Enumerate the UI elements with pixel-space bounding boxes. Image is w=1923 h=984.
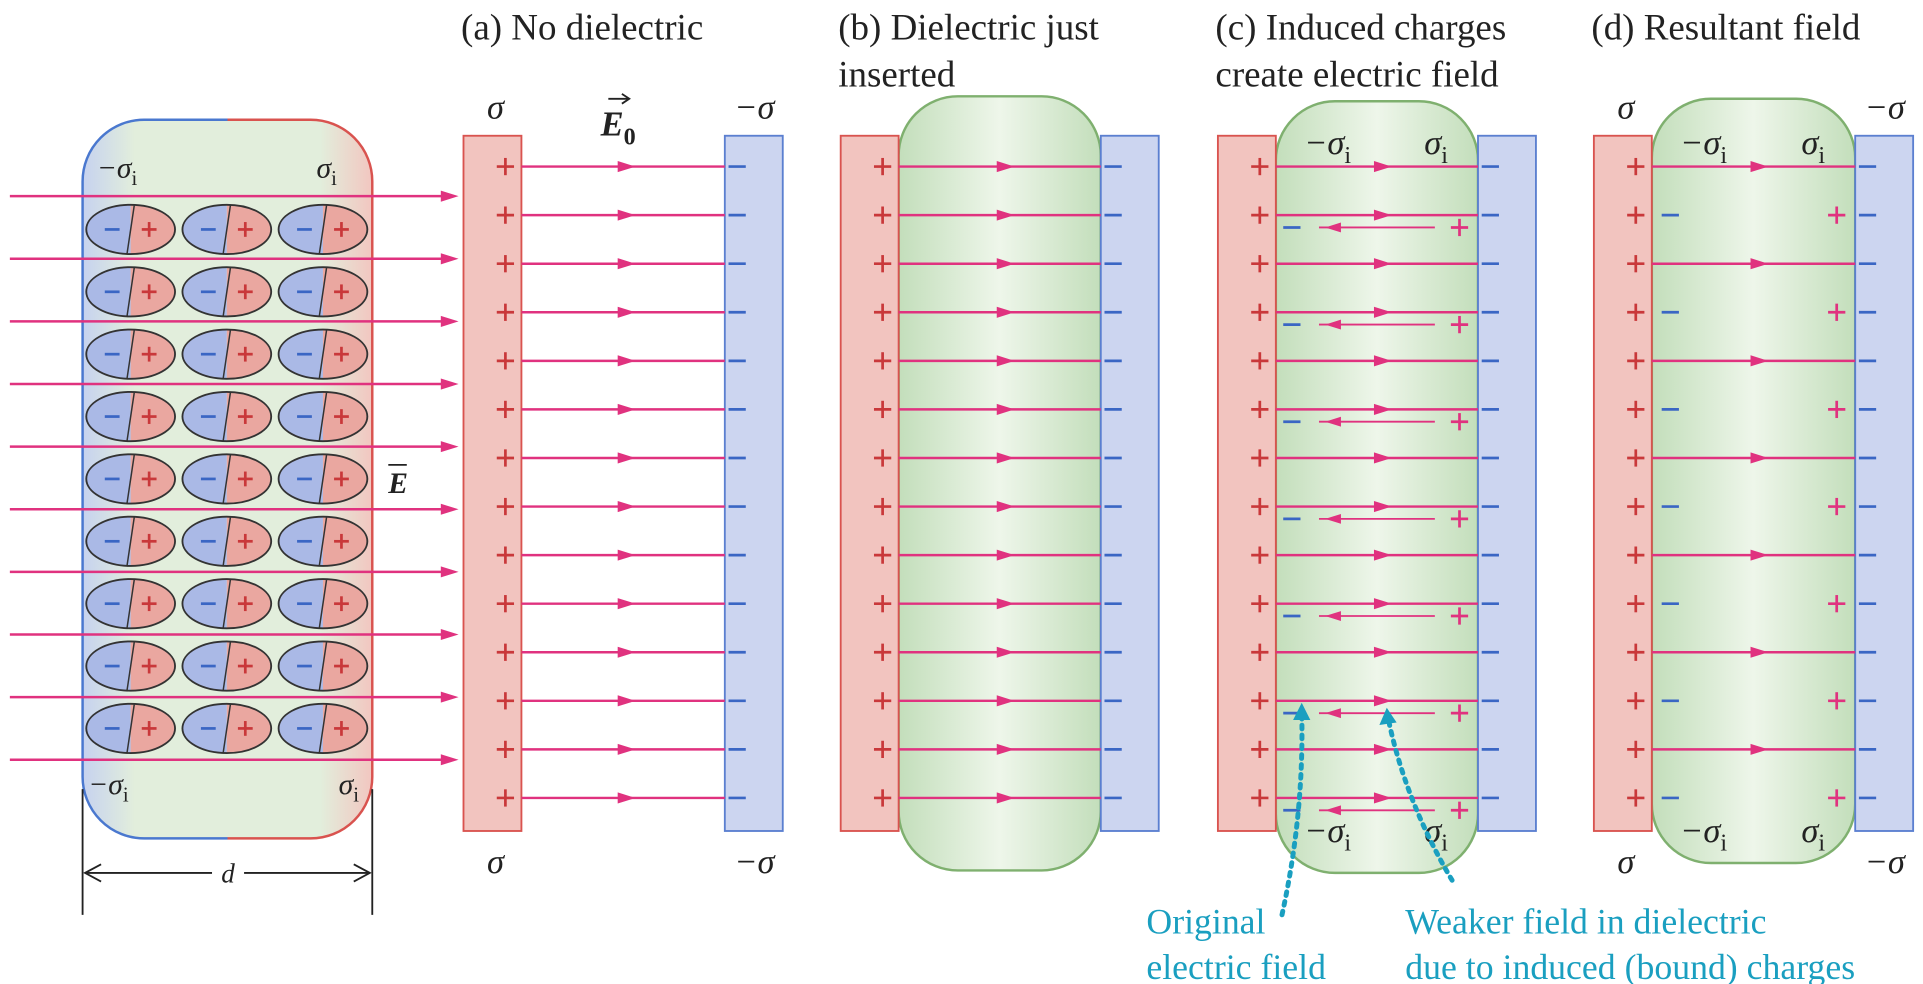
panel-title: (a) No dielectric	[461, 7, 703, 49]
arrowhead	[618, 355, 636, 366]
label: −σ	[1865, 843, 1907, 881]
diagram: −σiσi−σiσiEd(a) No dielectricσ−σσ−σE0(b)…	[0, 0, 1923, 984]
arrowhead	[441, 441, 459, 452]
dim-label: d	[221, 859, 235, 889]
symbol: E	[600, 106, 624, 144]
label: −σi	[1680, 812, 1727, 857]
field-label: E	[387, 468, 408, 500]
panel-title: (d) Resultant field	[1591, 7, 1860, 49]
arrowhead	[441, 378, 459, 389]
negative-plate	[725, 136, 783, 831]
subscript: i	[123, 784, 129, 806]
label: σ	[487, 843, 506, 881]
annotation: Original	[1146, 901, 1265, 941]
label: −σi	[97, 153, 138, 190]
arrowhead	[618, 550, 636, 561]
arrowhead	[618, 695, 636, 706]
label: −σ	[1865, 88, 1907, 126]
positive-plate	[841, 136, 899, 831]
symbol: −σ	[1304, 812, 1346, 850]
subscript: i	[331, 168, 337, 190]
subscript: i	[1720, 142, 1727, 169]
label: σ	[1617, 88, 1636, 126]
subscript: i	[1818, 830, 1825, 857]
subscript: i	[353, 784, 359, 806]
symbol: −σ	[1304, 124, 1346, 162]
subscript: i	[1818, 142, 1825, 169]
symbol: −σ	[1680, 124, 1722, 162]
panel-title: (b) Dielectric just	[838, 7, 1099, 49]
label: −σ	[734, 88, 776, 126]
negative-plate	[1855, 136, 1913, 831]
symbol: −σ	[1680, 812, 1722, 850]
annotation: electric field	[1146, 947, 1326, 984]
arrowhead	[618, 307, 636, 318]
label: −σi	[1680, 124, 1727, 169]
arrowhead	[441, 253, 459, 264]
negative-plate	[1101, 136, 1159, 831]
arrowhead	[618, 501, 636, 512]
positive-plate	[1218, 136, 1276, 831]
symbol: −σ	[97, 153, 133, 185]
arrowhead	[441, 754, 459, 765]
label: σ	[487, 88, 506, 126]
arrowhead	[618, 452, 636, 463]
positive-plate	[1594, 136, 1652, 831]
label: σ	[1617, 843, 1636, 881]
arrowhead	[618, 210, 636, 221]
arrowhead	[618, 792, 636, 803]
subscript: i	[1720, 830, 1727, 857]
panel-title: inserted	[838, 53, 956, 94]
panel-title: (c) Induced charges	[1215, 7, 1506, 49]
subscript: i	[132, 168, 138, 190]
label: −σi	[1304, 812, 1351, 857]
subscript: i	[1441, 142, 1448, 169]
subscript: i	[1344, 142, 1351, 169]
positive-plate	[463, 136, 521, 831]
arrowhead	[618, 258, 636, 269]
symbol: −σ	[88, 769, 124, 801]
arrowhead	[441, 692, 459, 703]
arrowhead	[441, 504, 459, 515]
arrowhead	[441, 629, 459, 640]
subscript: i	[1344, 830, 1351, 857]
arrowhead	[618, 161, 636, 172]
annotation: Weaker field in dielectric	[1405, 901, 1766, 941]
arrowhead	[618, 744, 636, 755]
arrowhead	[441, 316, 459, 327]
arrowhead	[618, 647, 636, 658]
arrowhead	[618, 598, 636, 609]
arrowhead	[441, 566, 459, 577]
label: −σi	[1304, 124, 1351, 169]
negative-plate	[1478, 136, 1536, 831]
subscript: 0	[624, 123, 636, 150]
arrowhead	[441, 191, 459, 202]
arrowhead	[618, 404, 636, 415]
label: −σi	[88, 769, 129, 806]
panel-title: create electric field	[1215, 53, 1499, 94]
label: E0	[600, 106, 636, 151]
subscript: i	[1441, 830, 1448, 857]
label: −σ	[734, 843, 776, 881]
annotation: due to induced (bound) charges	[1405, 947, 1855, 984]
